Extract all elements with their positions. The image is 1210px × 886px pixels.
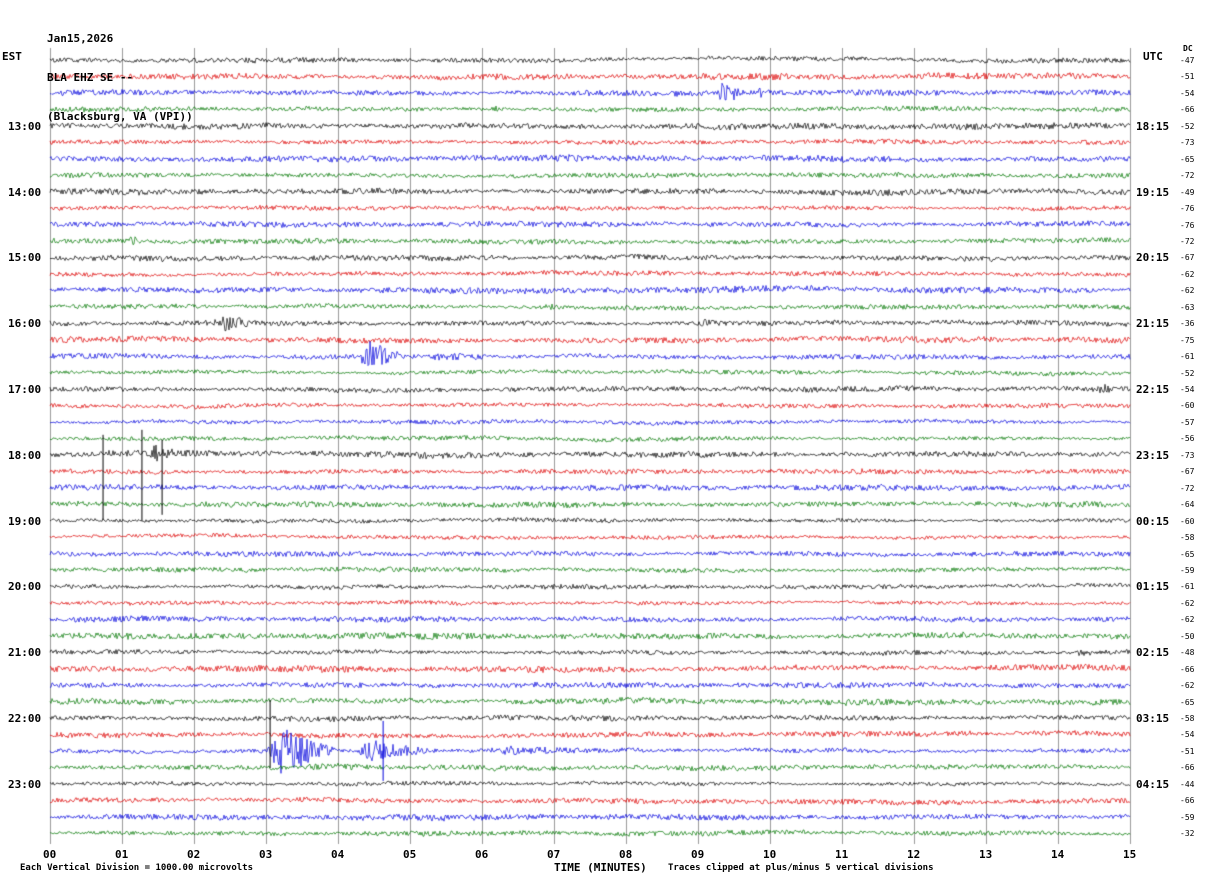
header-block: Jan15,2026 BLA EHZ SE -- (Blacksburg, VA… bbox=[47, 6, 193, 149]
utc-axis-label: UTC bbox=[1143, 50, 1163, 63]
header-date: Jan15,2026 bbox=[47, 32, 114, 45]
header-station: BLA EHZ SE -- bbox=[47, 71, 134, 84]
x-axis-title: TIME (MINUTES) bbox=[554, 861, 647, 874]
clipping-note: Traces clipped at plus/minus 5 vertical … bbox=[668, 863, 934, 873]
dc-axis-label: DC bbox=[1183, 44, 1193, 53]
header-location: (Blacksburg, VA (VPI)) bbox=[47, 110, 193, 123]
vertical-division-note: Each Vertical Division = 1000.00 microvo… bbox=[20, 863, 253, 873]
est-axis-label: EST bbox=[2, 50, 22, 63]
